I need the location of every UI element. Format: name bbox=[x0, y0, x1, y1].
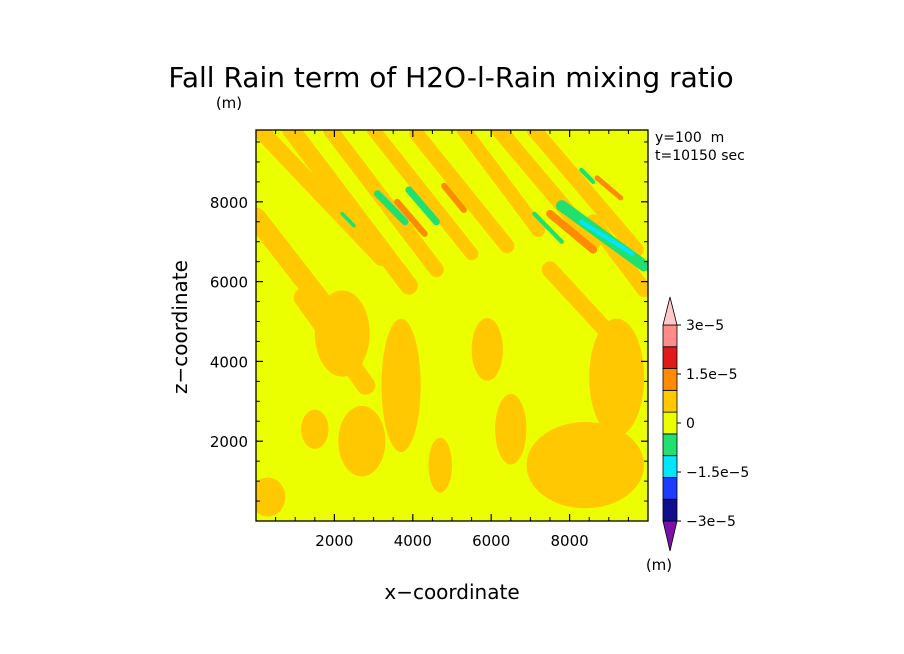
colorbar-segment bbox=[662, 411, 678, 435]
negative-streak bbox=[579, 167, 596, 185]
colorbar-label: 1.5e−5 bbox=[686, 367, 738, 383]
colorbar-label: −3e−5 bbox=[686, 514, 736, 530]
negative-streak bbox=[340, 212, 356, 228]
colorbar-under-triangle bbox=[662, 520, 678, 552]
x-tick-label: 8000 bbox=[551, 532, 589, 550]
contour-field bbox=[256, 130, 648, 517]
plot-area bbox=[255, 129, 649, 522]
x-axis: 2000 4000 6000 8000 bbox=[275, 130, 629, 550]
positive-region bbox=[381, 318, 421, 452]
colorbar-over-triangle bbox=[662, 296, 678, 326]
positive-region bbox=[256, 477, 286, 517]
strong-negative-streak bbox=[579, 219, 635, 256]
x-tick-label: 4000 bbox=[394, 532, 432, 550]
y-tick-label: 8000 bbox=[210, 194, 248, 212]
colorbar-segment bbox=[662, 389, 678, 413]
colorbar-segment bbox=[662, 433, 678, 457]
positive-band bbox=[293, 288, 376, 395]
medium-positive-streak bbox=[594, 175, 624, 201]
negative-streak bbox=[532, 211, 564, 244]
colorbar: 3e−5 1.5e−5 0 −1.5e−5 −3e−5 bbox=[662, 296, 749, 552]
colorbar-segment bbox=[662, 455, 678, 478]
positive-band bbox=[282, 130, 418, 295]
positive-band bbox=[409, 130, 515, 254]
colorbar-label: 0 bbox=[686, 416, 695, 432]
positive-band bbox=[256, 207, 341, 324]
colorbar-label: 3e−5 bbox=[686, 318, 724, 334]
positive-region bbox=[301, 409, 329, 449]
medium-positive-streak bbox=[393, 198, 428, 237]
colorbar-label: −1.5e−5 bbox=[686, 465, 749, 481]
y-tick-label: 4000 bbox=[210, 353, 248, 371]
x-tick-label: 6000 bbox=[472, 532, 510, 550]
positive-region bbox=[428, 437, 452, 493]
colorbar-segment bbox=[662, 498, 678, 522]
title-unit: (m) bbox=[216, 94, 242, 112]
positive-band bbox=[526, 130, 644, 258]
info-text: y=100 m t=10150 sec bbox=[655, 130, 745, 164]
negative-streak bbox=[405, 186, 440, 226]
positive-region bbox=[338, 405, 386, 477]
colorbar-unit: (m) bbox=[646, 556, 672, 574]
y-tick-label: 2000 bbox=[210, 433, 248, 451]
colorbar-segment bbox=[662, 346, 678, 369]
x-axis-label: x−coordinate bbox=[384, 580, 519, 604]
y-tick-label: 6000 bbox=[210, 274, 248, 292]
positive-band bbox=[366, 130, 479, 261]
positive-region bbox=[471, 318, 503, 381]
y-axis: 2000 4000 6000 8000 bbox=[210, 141, 648, 502]
positive-region bbox=[589, 318, 645, 437]
medium-positive-streak bbox=[546, 209, 598, 254]
positive-band bbox=[456, 130, 546, 237]
positive-region bbox=[495, 393, 527, 465]
medium-positive-streak bbox=[441, 182, 467, 213]
colorbar-segment bbox=[662, 324, 678, 348]
positive-region bbox=[526, 422, 645, 509]
colorbar-segment bbox=[662, 477, 678, 500]
positive-band bbox=[541, 261, 618, 342]
info-y: y=100 m bbox=[655, 130, 724, 146]
negative-streak bbox=[373, 190, 409, 226]
info-time: t=10150 sec bbox=[655, 148, 745, 164]
colorbar-segment bbox=[662, 368, 678, 391]
chart-title: Fall Rain term of H2O-l-Rain mixing rati… bbox=[168, 61, 733, 94]
y-axis-label: z−coordinate bbox=[168, 260, 192, 394]
x-tick-label: 2000 bbox=[315, 532, 353, 550]
